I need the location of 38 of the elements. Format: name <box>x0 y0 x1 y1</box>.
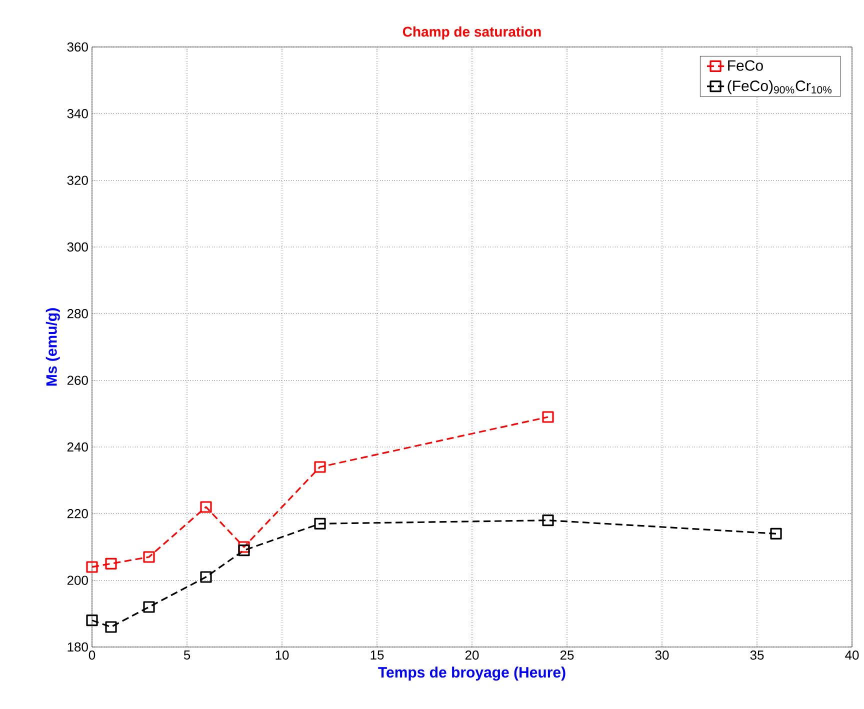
point <box>314 518 326 530</box>
x-tick-label: 35 <box>750 650 764 660</box>
x-tick-label: 15 <box>370 650 384 660</box>
point <box>314 461 326 473</box>
y-tick-label: 340 <box>67 109 88 118</box>
point <box>238 544 250 556</box>
point <box>105 558 117 570</box>
point <box>200 571 212 583</box>
x-tick-label: 25 <box>560 650 574 660</box>
x-tick-label: 0 <box>88 650 96 660</box>
x-tick-label: 30 <box>655 650 669 660</box>
y-tick-label: 200 <box>67 576 88 585</box>
y-tick-label: 300 <box>67 242 88 252</box>
point <box>143 601 155 613</box>
y-tick-label: 360 <box>67 42 88 52</box>
point <box>143 551 155 563</box>
legend-label: (FeCo)$_{90%}$Cr$_{10%}$ <box>728 80 832 94</box>
point <box>542 411 554 423</box>
point <box>542 514 554 526</box>
point <box>200 501 212 513</box>
point <box>86 614 98 626</box>
y-tick-label: 180 <box>68 642 88 652</box>
x-axis-title: Temps de broyage (Heure) <box>378 666 566 681</box>
y-tick-label: 320 <box>67 176 88 185</box>
y-tick-label: 240 <box>67 442 88 452</box>
point <box>105 621 117 633</box>
x-tick-label: 20 <box>465 650 479 660</box>
x-tick-label: 10 <box>276 650 289 660</box>
point <box>770 528 782 540</box>
point <box>86 561 98 573</box>
legend-label: FeCo <box>728 60 763 71</box>
x-tick-label: 5 <box>184 650 190 660</box>
y-tick-label: 220 <box>67 509 88 518</box>
y-tick-label: 280 <box>67 309 88 318</box>
y-axis-title: Ms (emu/g) <box>46 308 60 386</box>
x-tick-label: 40 <box>845 650 859 660</box>
chart-title: Champ de saturation <box>402 26 541 40</box>
y-tick-label: 260 <box>67 376 88 385</box>
